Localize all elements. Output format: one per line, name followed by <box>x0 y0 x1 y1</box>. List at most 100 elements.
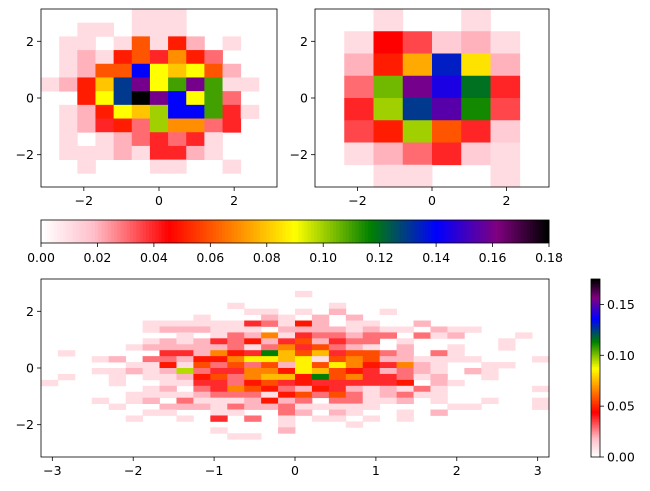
top-left-cell <box>222 36 242 51</box>
panel-top-left: −2 0 2 −2 0 2 <box>16 8 278 208</box>
colorbar-v-segment <box>591 347 600 350</box>
colorbar-h-segment <box>437 220 442 243</box>
top-left-cell <box>95 104 115 119</box>
colorbar-h-segment <box>228 220 232 243</box>
colorbar-v-segment <box>591 425 600 428</box>
colorbar-h-tick-label: 0.04 <box>140 250 168 265</box>
top-right-cell <box>373 142 404 166</box>
bottom-cell <box>498 362 516 369</box>
colorbar-v-segment <box>591 378 600 381</box>
colorbar-h-segment <box>193 220 198 243</box>
bottom-cell <box>295 379 313 387</box>
bottom-cell <box>261 385 279 393</box>
bottom-cell <box>362 338 381 345</box>
bottom-cell <box>498 344 516 351</box>
colorbar-h-segment <box>126 220 131 243</box>
top-left-cell <box>95 22 115 37</box>
bottom-cell <box>362 332 381 339</box>
bottom-cell <box>295 373 313 381</box>
bottom-xtick-label: −2 <box>124 463 142 478</box>
colorbar-h-segment <box>47 220 52 243</box>
colorbar-h-segment <box>342 220 347 243</box>
colorbar-horizontal: 0.00 0.02 0.04 0.06 0.08 0.10 0.12 0.14 0.16 0.18 <box>27 219 563 265</box>
bottom-cell <box>430 373 448 381</box>
top-left-cell <box>95 145 115 161</box>
bottom-cell <box>159 391 177 399</box>
bottom-cell <box>244 356 262 363</box>
bottom-cell <box>362 403 381 410</box>
colorbar-vertical: 0.00 0.05 0.10 0.15 <box>590 278 635 465</box>
top-right-cell <box>461 75 491 99</box>
top-left-cell <box>204 104 223 119</box>
top-left-cell <box>186 132 205 147</box>
top-left-cell <box>131 50 151 65</box>
bottom-cell <box>227 320 245 327</box>
bottom-cell <box>176 326 194 333</box>
colorbar-v-segment <box>591 452 600 455</box>
bottom-cell <box>362 368 381 375</box>
colorbar-h-segment <box>101 220 105 243</box>
colorbar-h-segment <box>504 220 509 243</box>
colorbar-v-segment <box>591 332 600 335</box>
top-right-frame <box>314 8 550 188</box>
bottom-cell <box>244 397 262 404</box>
bottom-cell <box>311 350 330 357</box>
bottom-cell <box>447 403 465 410</box>
colorbar-h-segment <box>63 220 67 243</box>
bottom-cell <box>532 403 550 410</box>
bottom-cell <box>261 344 279 351</box>
bottom-cell <box>210 338 228 345</box>
bottom-cell <box>210 385 228 393</box>
colorbar-h-segment <box>307 220 312 243</box>
colorbar-h-segment <box>317 220 321 243</box>
colorbar-v-segment <box>591 451 600 454</box>
colorbar-v-segment <box>591 379 600 382</box>
bottom-cell <box>396 368 414 375</box>
top-right-cell <box>344 31 374 54</box>
bottom-cell <box>278 421 296 428</box>
bottom-cell <box>261 397 279 404</box>
colorbar-h-segment <box>491 220 496 243</box>
bottom-cell <box>210 332 228 339</box>
top-right-cell <box>490 120 521 143</box>
bottom-cell <box>396 385 414 393</box>
colorbar-h-segment <box>371 220 375 243</box>
colorbar-v-segment <box>591 308 600 311</box>
colorbar-v-segment <box>591 449 600 452</box>
bottom-cell <box>227 350 245 357</box>
bottom-cell <box>413 362 431 369</box>
colorbar-h-segment <box>247 220 252 243</box>
bottom-cell <box>295 332 313 339</box>
colorbar-v-segment <box>591 385 600 388</box>
colorbar-h-segment <box>158 220 163 243</box>
bottom-cell <box>57 373 76 381</box>
colorbar-v-segment <box>591 399 600 402</box>
bottom-cell <box>176 379 194 387</box>
bottom-cell <box>413 385 431 393</box>
bottom-cell <box>227 403 245 410</box>
bottom-cell <box>413 356 431 363</box>
bottom-cell <box>227 433 245 440</box>
bottom-cell <box>227 332 245 339</box>
colorbar-v-segment <box>591 341 600 344</box>
bottom-cell <box>295 350 313 357</box>
colorbar-v-frame <box>590 278 601 458</box>
bottom-cell <box>261 350 279 357</box>
bottom-cell <box>278 368 296 375</box>
top-left-cell <box>131 118 151 133</box>
colorbar-v-segment <box>591 373 600 376</box>
bottom-cell <box>362 326 381 333</box>
top-right-cell <box>402 98 433 121</box>
colorbar-v-segment <box>591 433 600 436</box>
top-left-cell <box>77 50 96 65</box>
top-left-cell <box>131 77 151 92</box>
bottom-cell <box>278 314 296 321</box>
bottom-cell <box>481 397 499 404</box>
colorbar-v-segment <box>591 396 600 399</box>
bottom-cell <box>379 397 397 404</box>
bottom-cell <box>295 362 313 369</box>
bottom-cell <box>295 326 313 333</box>
colorbar-h-segment <box>275 220 280 243</box>
colorbar-h-segment <box>415 220 420 243</box>
bottom-cell <box>362 320 381 327</box>
